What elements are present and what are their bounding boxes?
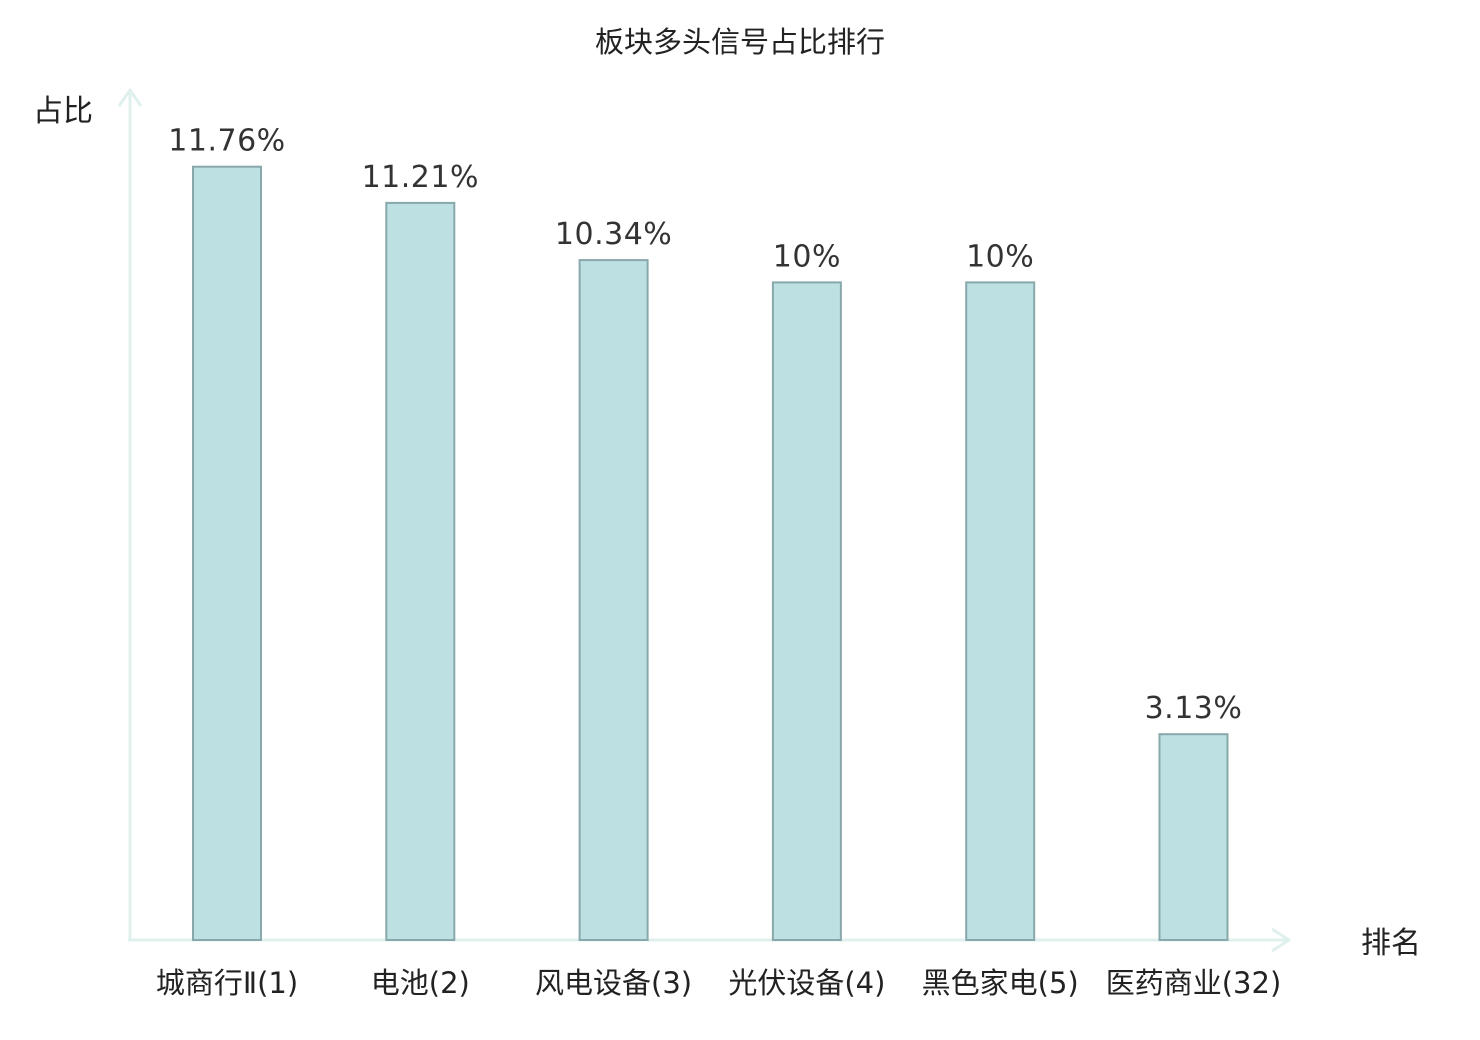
bar-group	[192, 165, 1229, 942]
category-name: 医药商业	[1106, 966, 1222, 1000]
category-rank: (3)	[651, 966, 692, 1000]
bar	[192, 165, 262, 941]
category-name: 城商行Ⅱ	[156, 966, 257, 1000]
bar	[578, 259, 649, 942]
bar-value-label: 3.13%	[1145, 691, 1243, 726]
y-axis-label: 占比	[33, 94, 93, 129]
value-label-group: 11.76% 11.21% 10.34% 10% 10% 3.13%	[168, 124, 1242, 727]
bar	[1158, 733, 1229, 942]
category-rank: (4)	[844, 966, 885, 1000]
x-axis-label: 排名	[1361, 926, 1421, 961]
category-tick-label: 光伏设备(4)	[728, 966, 885, 1000]
category-tick-label: 风电设备(3)	[535, 966, 692, 1000]
category-name: 光伏设备	[728, 966, 844, 1000]
category-tick-label: 电池(2)	[371, 966, 470, 1000]
bar-value-label: 11.76%	[168, 124, 285, 159]
category-tick-label: 黑色家电(5)	[922, 966, 1079, 1000]
x-axis-arrow	[1271, 927, 1291, 953]
category-tick-label: 城商行Ⅱ(1)	[156, 966, 298, 1000]
bar	[771, 281, 842, 941]
bar	[385, 201, 456, 941]
chart-axes	[117, 88, 1291, 953]
category-rank: (1)	[257, 966, 298, 1000]
category-tick-label: 医药商业(32)	[1106, 966, 1282, 1000]
category-name: 电池	[371, 966, 429, 1000]
category-rank: (5)	[1038, 966, 1079, 1000]
bar	[965, 281, 1036, 941]
category-rank: (32)	[1222, 966, 1282, 1000]
bar-value-label: 10%	[773, 239, 841, 274]
category-label-group: 城商行Ⅱ(1) 电池(2) 风电设备(3) 光伏设备(4) 黑色家电(5) 医药商业(32…	[156, 966, 1281, 1000]
chart-title: 板块多头信号占比排行	[595, 25, 885, 59]
bar-value-label: 10.34%	[555, 217, 672, 252]
bar-value-label: 10%	[966, 239, 1034, 274]
category-name: 黑色家电	[922, 966, 1038, 1000]
y-axis-arrow	[117, 88, 143, 107]
bar-value-label: 11.21%	[362, 160, 479, 195]
category-rank: (2)	[429, 966, 470, 1000]
category-name: 风电设备	[535, 966, 651, 1000]
